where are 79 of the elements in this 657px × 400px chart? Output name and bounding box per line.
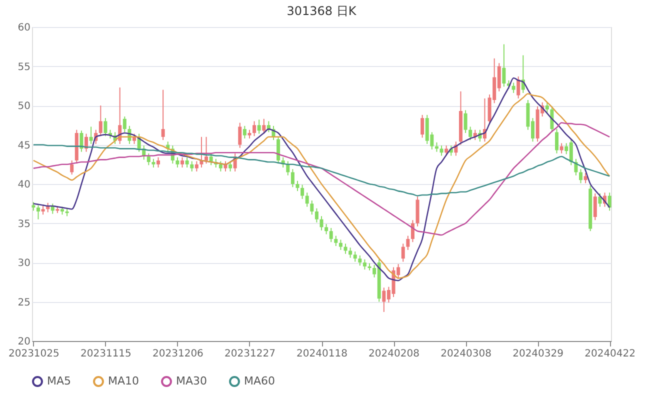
candlestick — [406, 235, 410, 250]
x-tick-label: 20240308 — [440, 348, 492, 360]
legend-label: MA10 — [108, 374, 140, 388]
candlestick — [190, 160, 194, 172]
candlestick — [310, 200, 314, 216]
x-tick-label: 20231206 — [152, 348, 204, 360]
y-tick-label: 35 — [18, 218, 30, 230]
y-tick-label: 60 — [18, 22, 30, 34]
candlestick — [320, 216, 324, 231]
candlestick — [401, 243, 405, 262]
candlestick — [512, 82, 516, 94]
candlestick — [98, 105, 102, 137]
candlestick — [353, 251, 357, 262]
candlestick — [176, 156, 180, 168]
candlestick — [362, 258, 366, 270]
candlestick — [290, 168, 294, 188]
candlestick — [224, 160, 228, 172]
candlestick — [502, 44, 506, 88]
candlestick — [70, 160, 74, 176]
candlestick — [257, 119, 261, 134]
candlestick — [218, 160, 222, 172]
chart-title: 301368 日K — [286, 4, 358, 18]
candlestick — [122, 116, 126, 133]
x-tick-label: 20240422 — [584, 348, 636, 360]
candlestick — [242, 125, 246, 139]
candlestick — [464, 110, 468, 134]
legend-label: MA30 — [176, 374, 208, 388]
candlestick — [156, 156, 160, 168]
candlestick — [314, 208, 318, 223]
legend-label: MA5 — [47, 374, 72, 388]
candlestick — [228, 160, 232, 172]
x-tick-label: 20231025 — [8, 348, 60, 360]
candlestick — [338, 239, 342, 250]
candlestick — [194, 160, 198, 172]
candlestick — [545, 102, 549, 114]
candlestick — [266, 120, 270, 133]
candlestick — [89, 126, 93, 144]
candlestick — [334, 235, 338, 247]
candlestick — [516, 76, 520, 99]
x-tick-label: 20231227 — [224, 348, 276, 360]
candlestick — [80, 130, 84, 152]
candlestick — [252, 120, 256, 137]
y-tick-label: 40 — [18, 180, 30, 190]
candlestick — [305, 192, 309, 208]
candlestick — [329, 227, 333, 243]
legend-label: MA60 — [244, 374, 276, 388]
candlestick — [584, 172, 588, 184]
x-tick-label: 20231115 — [80, 348, 132, 360]
y-tick-label: 20 — [18, 336, 30, 348]
y-tick-label: 25 — [18, 297, 30, 308]
candlestick — [180, 156, 184, 168]
candlestick — [204, 136, 208, 164]
candlestick — [420, 114, 424, 138]
candlestick — [161, 89, 165, 141]
candlestick — [146, 152, 150, 166]
candlestick — [593, 192, 597, 221]
candlestick — [598, 192, 602, 208]
candlestick — [324, 224, 328, 235]
y-tick-label: 50 — [18, 101, 30, 112]
candlestick — [262, 118, 266, 134]
candlestick — [104, 118, 108, 137]
candlestick — [238, 122, 242, 148]
candlestick — [416, 196, 420, 227]
y-tick-label: 30 — [18, 258, 30, 269]
candlestick — [579, 168, 583, 184]
y-tick-label: 45 — [18, 140, 30, 152]
candlestick — [185, 156, 189, 168]
candlestick — [296, 180, 300, 192]
x-tick-label: 20240118 — [296, 348, 348, 360]
y-tick-label: 55 — [18, 62, 30, 73]
candlestick — [300, 184, 304, 200]
candlestick — [358, 254, 362, 266]
x-tick-label: 20240329 — [512, 348, 564, 360]
candlestick — [468, 126, 472, 141]
x-tick-label: 20240208 — [368, 348, 420, 360]
candlestick — [348, 247, 352, 258]
candlestick — [440, 145, 444, 156]
candlestick — [555, 128, 558, 154]
candlestick — [36, 204, 40, 220]
